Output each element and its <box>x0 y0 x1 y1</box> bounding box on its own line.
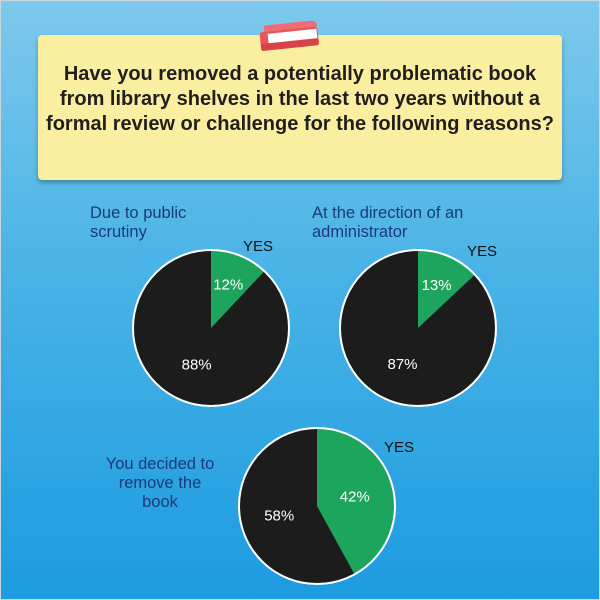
yes-label: YES <box>243 238 274 255</box>
pie-chart: 13% 87% <box>339 249 497 407</box>
chart-title: You decided to remove the book <box>105 455 215 511</box>
pie-percent-label: 13% <box>422 277 452 294</box>
pie-slice-yes <box>418 250 475 328</box>
pie-percent-label: 42% <box>340 488 370 505</box>
pie-percent-label: 87% <box>387 356 417 373</box>
pie-outline <box>339 249 497 407</box>
pie-percent-label: 58% <box>264 508 294 525</box>
pie-slice-no <box>340 250 496 406</box>
pie-slice-no <box>132 250 289 406</box>
pie-chart: 42% 58% <box>238 427 396 585</box>
yes-label: YES <box>384 439 415 456</box>
book-icon <box>259 20 319 51</box>
pie-slice-yes <box>211 250 265 328</box>
pie-slice-yes <box>317 428 395 575</box>
pie-chart: 12% 88% <box>132 249 290 407</box>
question-box <box>38 35 562 180</box>
chart-title: Due to public scrutiny <box>90 204 187 241</box>
pie-outline <box>132 249 290 407</box>
pie-percent-label: 12% <box>213 276 243 293</box>
pie-outline <box>238 427 396 585</box>
survey-question: Have you removed a potentially problemat… <box>46 63 554 135</box>
pie-slice-no <box>238 428 355 584</box>
chart-title: At the direction of an administrator <box>312 204 464 241</box>
pie-percent-label: 88% <box>182 356 212 373</box>
yes-label: YES <box>467 243 498 260</box>
